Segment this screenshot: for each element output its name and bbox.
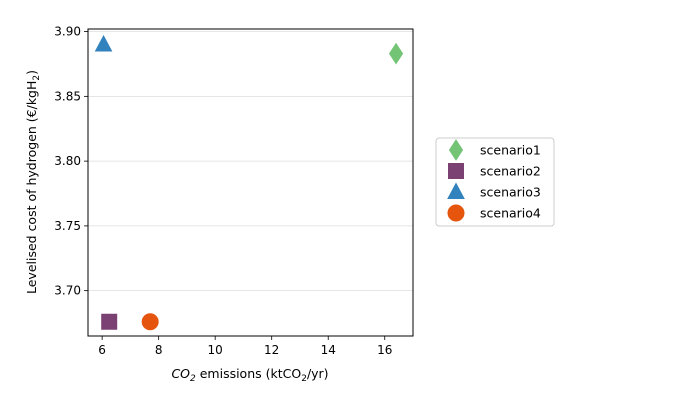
y-axis-label: Levelised cost of hydrogen (€/kgH2)	[24, 70, 42, 294]
legend-marker-scenario4	[447, 204, 465, 222]
legend-label-scenario4: scenario4	[480, 206, 541, 221]
x-tick-label: 8	[155, 343, 163, 357]
data-point-scenario3	[94, 34, 113, 52]
x-tick-label: 12	[264, 343, 279, 357]
y-tick-label: 3.85	[54, 89, 81, 103]
data-point-scenario4	[141, 313, 159, 331]
y-tick-label: 3.75	[54, 219, 81, 233]
x-axis-label: CO2 emissions (ktCO2/yr)	[171, 366, 328, 384]
y-tick-label: 3.90	[54, 25, 81, 39]
data-points	[94, 34, 404, 331]
data-point-scenario1	[388, 42, 404, 65]
x-tick-label: 6	[98, 343, 106, 357]
legend-label-scenario2: scenario2	[480, 164, 541, 179]
y-tick-label: 3.80	[54, 154, 81, 168]
legend-label-scenario1: scenario1	[480, 143, 541, 158]
y-tick-label: 3.70	[54, 284, 81, 298]
grid-lines	[88, 31, 413, 292]
legend-frame	[435, 137, 555, 227]
data-point-scenario2	[101, 313, 118, 330]
legend-marker-scenario3	[447, 182, 465, 199]
plot-frame	[87, 28, 414, 337]
x-tick-label: 16	[377, 343, 392, 357]
axis-ticks: 3.70 3.75 3.80 3.85 3.90 6 8 10 12 14 16	[54, 25, 392, 357]
x-tick-label: 14	[321, 343, 336, 357]
legend: scenario1 scenario2 scenario3 scenario4	[435, 137, 555, 227]
legend-marker-scenario1	[448, 139, 464, 161]
x-tick-label: 10	[208, 343, 223, 357]
legend-marker-scenario2	[448, 163, 464, 179]
legend-label-scenario3: scenario3	[480, 185, 541, 200]
